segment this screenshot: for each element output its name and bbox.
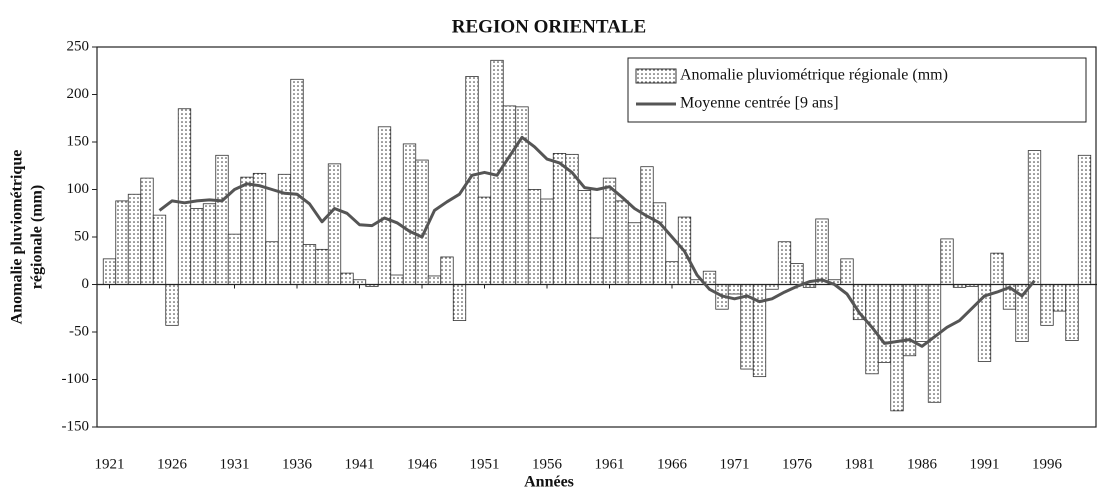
bar xyxy=(177,108,192,285)
bar xyxy=(1040,284,1054,326)
bar xyxy=(352,279,367,285)
bar xyxy=(877,284,892,363)
bar xyxy=(452,284,467,321)
plot-frame xyxy=(96,46,1097,428)
bar xyxy=(990,252,1004,285)
bar xyxy=(115,200,129,285)
bar xyxy=(440,256,454,285)
x-axis-label: Années xyxy=(524,474,574,491)
bar xyxy=(427,275,442,285)
bar xyxy=(1052,284,1067,312)
bar xyxy=(390,274,404,285)
bar xyxy=(140,177,154,285)
legend-label: Moyenne centrée [9 ans] xyxy=(680,95,839,112)
bar xyxy=(102,258,117,285)
x-tick-label: 1956 xyxy=(532,456,563,472)
y-tick-label: 250 xyxy=(67,38,90,54)
bar xyxy=(227,233,242,285)
legend-swatch xyxy=(635,68,677,84)
chart-title: REGION ORIENTALE xyxy=(452,16,646,37)
bar xyxy=(627,222,642,285)
y-tick-label: 50 xyxy=(74,228,89,244)
bar xyxy=(415,159,429,285)
x-tick-label: 1931 xyxy=(220,456,250,472)
bar xyxy=(327,163,342,285)
x-tick-label: 1976 xyxy=(782,456,813,472)
y-tick-label: -100 xyxy=(62,371,90,387)
bar xyxy=(252,172,267,285)
x-tick-label: 1971 xyxy=(720,456,750,472)
x-tick-label: 1951 xyxy=(470,456,500,472)
bar xyxy=(127,193,142,285)
x-tick-label: 1996 xyxy=(1032,456,1063,472)
bar xyxy=(940,238,954,285)
x-tick-label: 1936 xyxy=(282,456,313,472)
bar xyxy=(1077,154,1092,285)
bar xyxy=(590,237,604,285)
x-tick-label: 1946 xyxy=(407,456,438,472)
bar xyxy=(265,241,279,285)
bar xyxy=(915,284,929,342)
bar xyxy=(377,126,392,285)
bar xyxy=(315,248,329,285)
bar xyxy=(152,214,167,285)
bar xyxy=(340,272,354,285)
x-tick-label: 1941 xyxy=(345,456,375,472)
x-tick-label: 1921 xyxy=(95,456,125,472)
legend-label: Anomalie pluviométrique régionale (mm) xyxy=(680,67,948,84)
bar xyxy=(727,284,742,295)
bar xyxy=(602,177,617,285)
x-tick-label: 1986 xyxy=(907,456,938,472)
bar xyxy=(927,284,942,403)
y-tick-label: 200 xyxy=(67,86,90,102)
bar xyxy=(515,106,529,285)
x-tick-label: 1966 xyxy=(657,456,688,472)
bar xyxy=(215,154,229,285)
bar xyxy=(577,190,592,285)
bar xyxy=(552,152,567,285)
bar xyxy=(477,196,492,285)
x-tick-label: 1926 xyxy=(157,456,188,472)
bar xyxy=(665,261,679,285)
bar xyxy=(202,203,217,285)
bar xyxy=(790,263,804,285)
bar xyxy=(490,59,504,285)
bar xyxy=(1027,150,1042,285)
bar xyxy=(1065,284,1079,341)
bar xyxy=(765,284,779,290)
bar xyxy=(190,208,204,285)
bar xyxy=(527,189,542,285)
bar xyxy=(840,258,854,285)
bar xyxy=(302,244,317,285)
bar xyxy=(652,202,667,285)
bar xyxy=(240,176,254,285)
bar xyxy=(165,284,179,326)
bar xyxy=(640,166,654,285)
bar xyxy=(290,78,304,285)
bar xyxy=(890,284,904,412)
y-tick-label: 0 xyxy=(82,276,90,292)
y-tick-label: -50 xyxy=(69,323,89,339)
y-tick-label: -150 xyxy=(62,418,90,434)
y-tick-label: 150 xyxy=(67,133,90,149)
y-axis-label: régionale (mm) xyxy=(29,185,46,289)
x-tick-label: 1991 xyxy=(970,456,1000,472)
bar xyxy=(815,218,829,285)
bar xyxy=(777,241,792,285)
bar xyxy=(540,198,554,285)
legend-box xyxy=(627,57,1087,123)
bar xyxy=(902,284,917,357)
bar xyxy=(502,105,517,285)
x-tick-label: 1961 xyxy=(595,456,625,472)
bar xyxy=(402,143,417,285)
y-tick-label: 100 xyxy=(67,181,90,197)
y-axis-label: Anomalie pluviométrique xyxy=(9,150,26,325)
x-tick-label: 1981 xyxy=(845,456,875,472)
moving-average-line xyxy=(158,135,1036,348)
bar xyxy=(615,200,629,285)
